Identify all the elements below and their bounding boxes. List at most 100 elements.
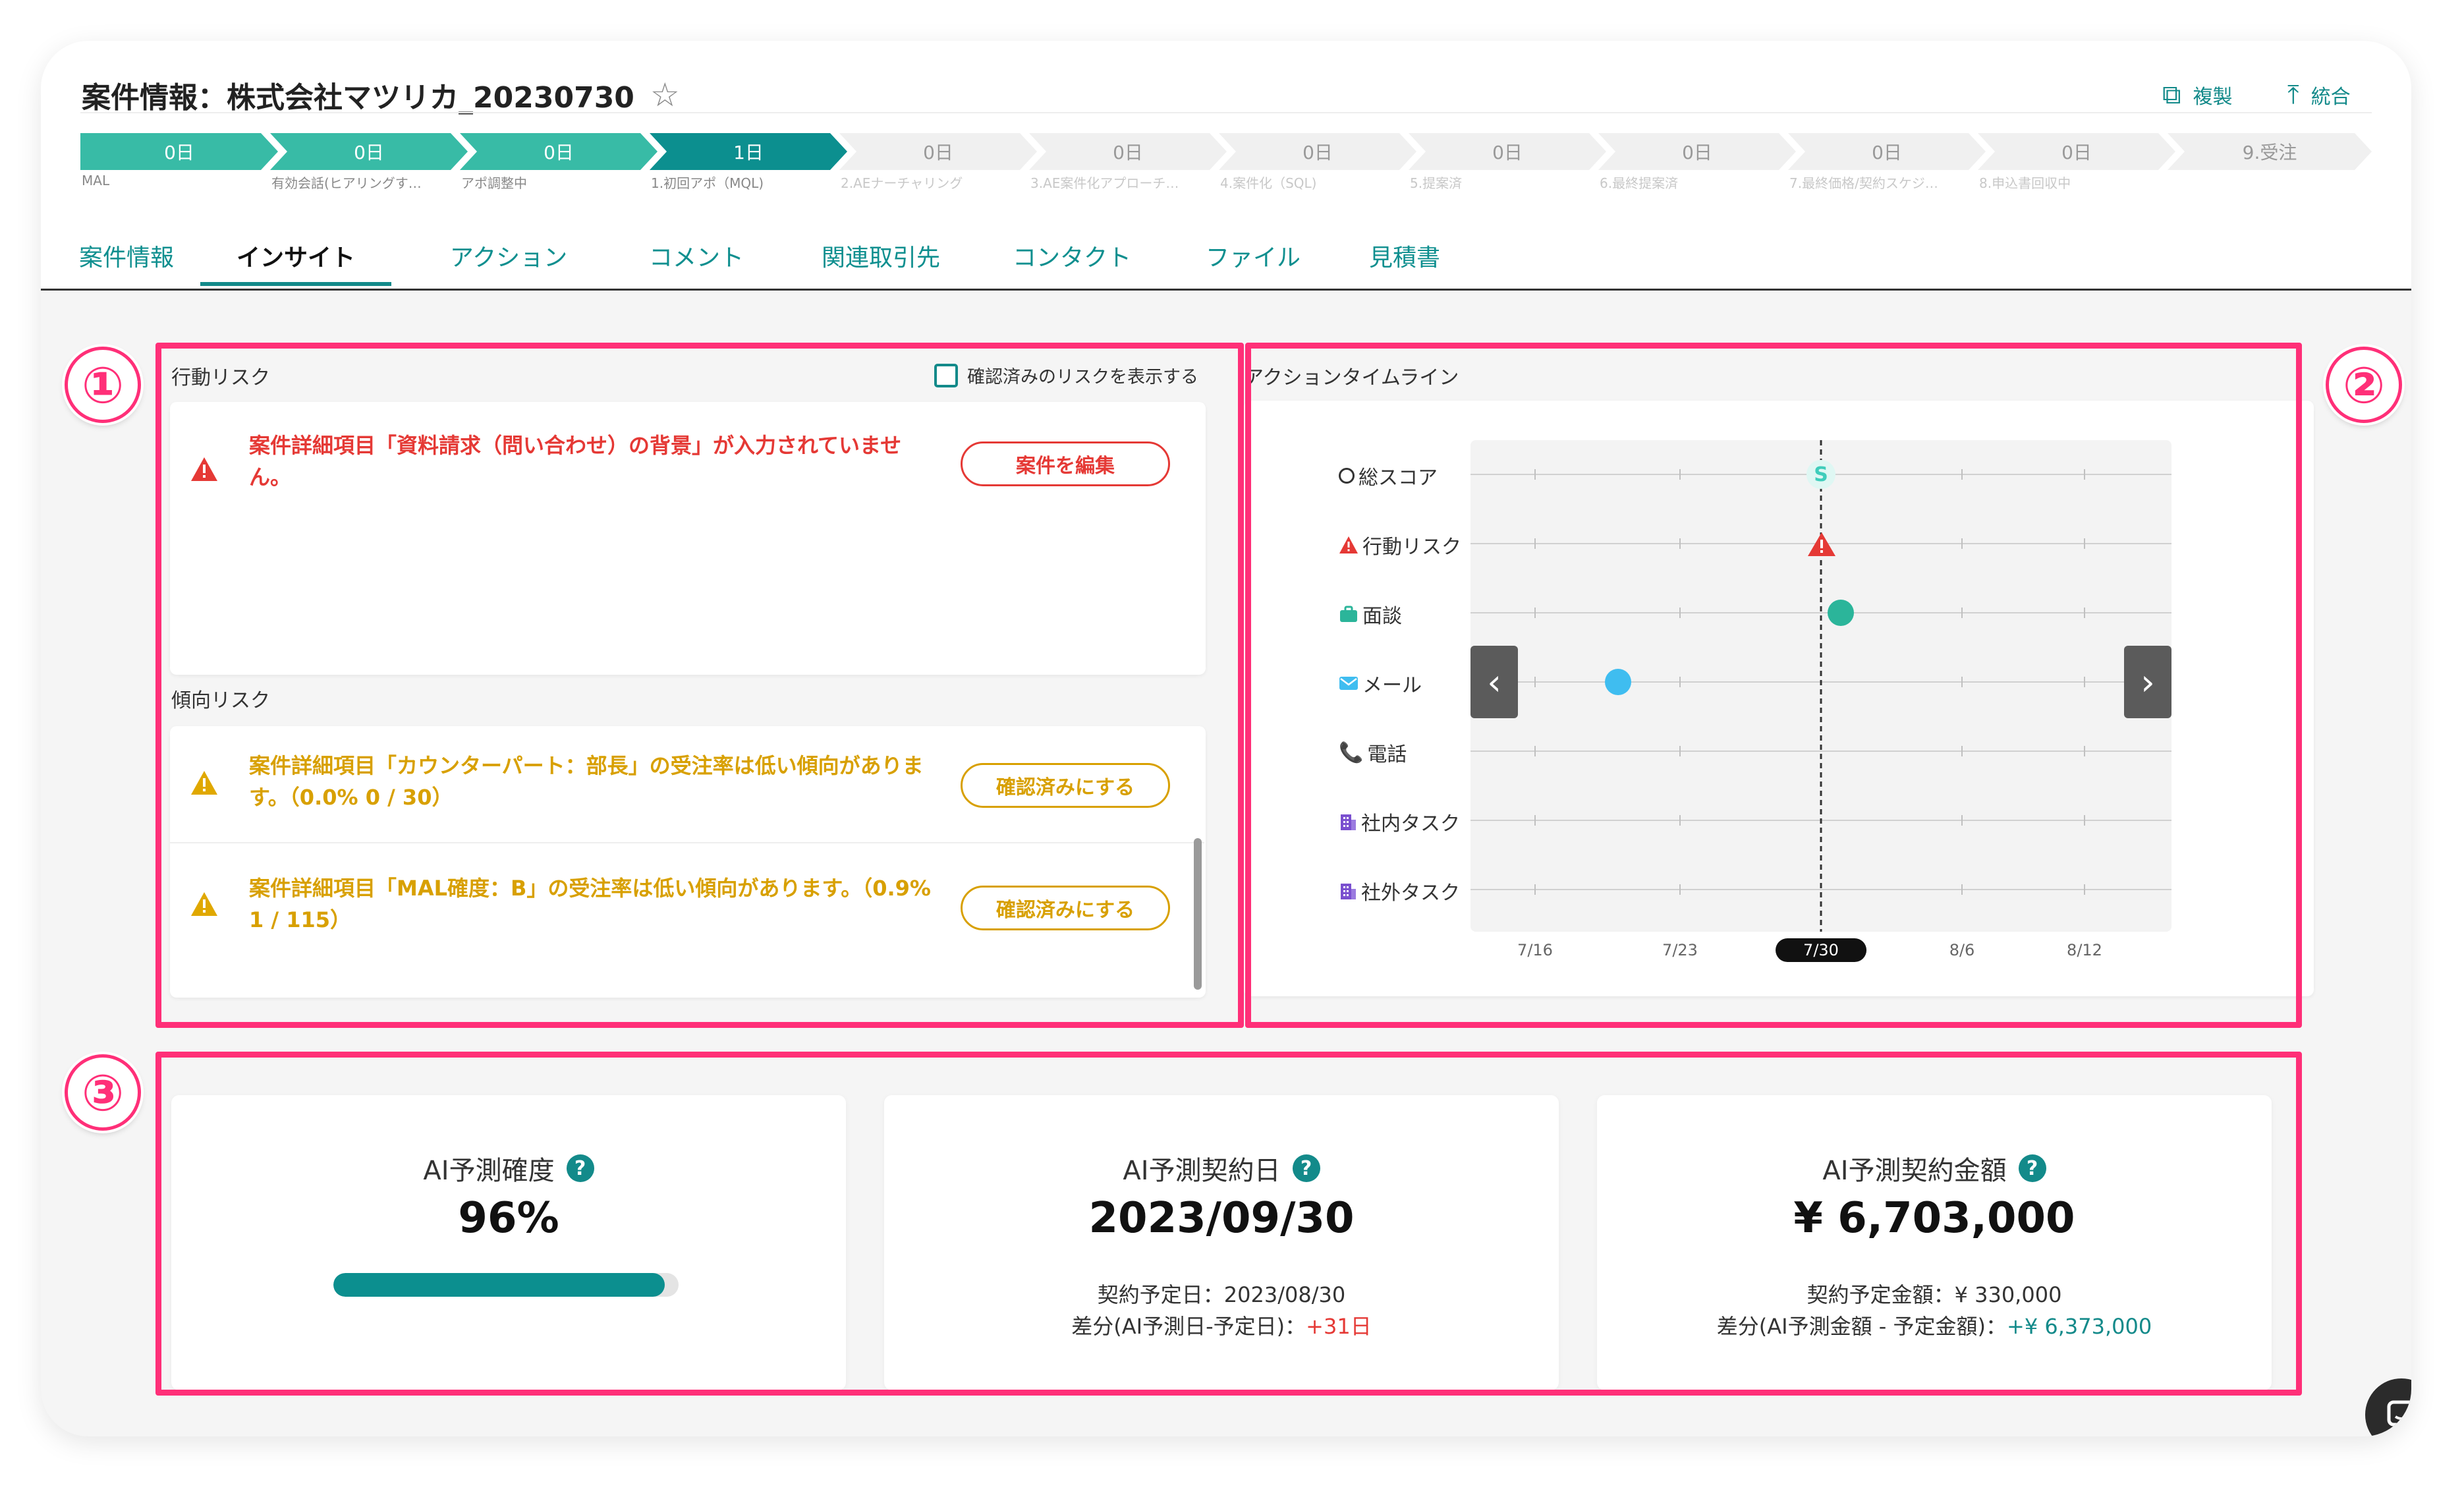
tab-insight[interactable]: インサイト bbox=[200, 225, 391, 286]
warning-icon bbox=[191, 457, 217, 481]
risk-message: 案件詳細項目「資料請求（問い合わせ）の背景」が入力されていません。 bbox=[249, 433, 902, 490]
stage-2[interactable]: 0日 bbox=[270, 133, 468, 170]
warning-icon bbox=[191, 892, 217, 916]
timeline-next-button[interactable]: › bbox=[2124, 646, 2171, 718]
stage-name: 2.AEナーチャリング bbox=[841, 175, 963, 191]
stage-8[interactable]: 0日 bbox=[1409, 133, 1606, 170]
score-marker[interactable]: S bbox=[1806, 460, 1835, 489]
stage-6[interactable]: 0日 bbox=[1029, 133, 1227, 170]
risk-message: 案件詳細項目「MAL確度：B」の受注率は低い傾向があります。（0.9% 1 / … bbox=[249, 876, 931, 932]
timeline-row-internal-task: 社内タスク bbox=[1339, 807, 1460, 836]
phone-icon: 📞 bbox=[1339, 741, 1364, 764]
metric-title: AI予測確度? bbox=[171, 1149, 846, 1187]
duplicate-button[interactable]: ⧉ 複製 bbox=[2162, 55, 2233, 134]
ai-contract-amount-card: AI予測契約金額? ¥ 6,703,000 契約予定金額：¥ 330,000 差… bbox=[1597, 1095, 2272, 1390]
help-icon[interactable]: ? bbox=[1292, 1154, 1320, 1182]
show-confirmed-checkbox[interactable] bbox=[934, 364, 958, 387]
probability-bar bbox=[333, 1273, 679, 1297]
chevron-right-icon: › bbox=[2141, 661, 2155, 703]
stage-4[interactable]: 1日 bbox=[650, 133, 847, 170]
ai-probability-card: AI予測確度? 96% bbox=[171, 1095, 846, 1390]
planned-contract-amount: 契約予定金額：¥ 330,000 bbox=[1806, 1282, 2062, 1307]
tab-file[interactable]: ファイル bbox=[1205, 244, 1301, 271]
stage-name: MAL bbox=[82, 173, 110, 188]
warning-icon bbox=[1339, 536, 1358, 553]
tab-action[interactable]: アクション bbox=[449, 244, 568, 271]
mark-confirmed-button[interactable]: 確認済みにする bbox=[961, 886, 1170, 930]
star-icon[interactable]: ☆ bbox=[650, 76, 680, 114]
trend-risk-list: 案件詳細項目「カウンターパート：部長」の受注率は低い傾向があります。（0.0% … bbox=[170, 726, 1206, 998]
stage-name: 1.初回アポ（MQL) bbox=[651, 175, 764, 191]
help-icon[interactable]: ? bbox=[566, 1154, 594, 1182]
title-divider bbox=[80, 112, 2372, 113]
page-title-text: 案件情報：株式会社マツリカ_20230730 bbox=[82, 81, 634, 115]
mail-marker[interactable] bbox=[1605, 669, 1631, 695]
stage-name: 8.申込書回収中 bbox=[1979, 175, 2071, 191]
stage-name: 6.最終提案済 bbox=[1600, 175, 1679, 191]
help-icon[interactable]: ? bbox=[2018, 1154, 2046, 1182]
timeline-date: 7/16 bbox=[1517, 941, 1553, 959]
stage-7[interactable]: 0日 bbox=[1219, 133, 1416, 170]
meeting-marker[interactable] bbox=[1828, 600, 1854, 626]
list-item: 案件詳細項目「カウンターパート：部長」の受注率は低い傾向があります。（0.0% … bbox=[170, 726, 1204, 843]
stage-12[interactable]: 9.受注 bbox=[2168, 133, 2372, 170]
metric-title: AI予測契約日? bbox=[884, 1149, 1559, 1187]
copy-icon: ⧉ bbox=[2162, 80, 2181, 110]
amount-diff-value: +¥ 6,373,000 bbox=[2007, 1314, 2152, 1339]
opportunity-card: 案件情報：株式会社マツリカ_20230730 ☆ ⧉ 複製 ⤒ 統合 0日 0日… bbox=[41, 41, 2411, 1436]
stage-name: アポ調整中 bbox=[461, 175, 527, 191]
circle-icon bbox=[1339, 468, 1355, 484]
chevron-left-icon: ‹ bbox=[1487, 661, 1501, 703]
merge-button[interactable]: ⤒ 統合 bbox=[2287, 55, 2351, 134]
merge-label: 統合 bbox=[2310, 86, 2351, 109]
stage-1[interactable]: 0日 bbox=[80, 133, 278, 170]
stage-10[interactable]: 0日 bbox=[1788, 133, 1986, 170]
tab-comment[interactable]: コメント bbox=[648, 244, 744, 271]
stage-3[interactable]: 0日 bbox=[460, 133, 658, 170]
tab-quote[interactable]: 見積書 bbox=[1368, 244, 1440, 271]
chat-button[interactable] bbox=[2365, 1378, 2411, 1436]
tab-divider bbox=[41, 289, 2411, 291]
amount-diff: 差分(AI予測金額 - 予定金額)：+¥ 6,373,000 bbox=[1716, 1314, 2152, 1339]
mark-confirmed-button[interactable]: 確認済みにする bbox=[961, 763, 1170, 808]
timeline-prev-button[interactable]: ‹ bbox=[1470, 646, 1518, 718]
edit-opportunity-button[interactable]: 案件を編集 bbox=[961, 441, 1170, 486]
tab-opportunity-info[interactable]: 案件情報 bbox=[78, 244, 174, 271]
chat-icon bbox=[2387, 1400, 2411, 1427]
building-icon bbox=[1341, 814, 1356, 830]
timeline-row-score: 総スコア bbox=[1339, 461, 1438, 490]
building-icon bbox=[1341, 884, 1356, 899]
stage-name: 5.提案済 bbox=[1410, 175, 1463, 191]
stage-9[interactable]: 0日 bbox=[1598, 133, 1796, 170]
risk-message: 案件詳細項目「カウンターパート：部長」の受注率は低い傾向があります。（0.0% … bbox=[249, 753, 924, 810]
duplicate-label: 複製 bbox=[2193, 86, 2233, 109]
stage-5[interactable]: 0日 bbox=[839, 133, 1037, 170]
timeline-date: 8/12 bbox=[2067, 941, 2102, 959]
ai-contract-amount-value: ¥ 6,703,000 bbox=[1793, 1194, 2075, 1243]
stage-name: 3.AE案件化アプローチ… bbox=[1030, 175, 1179, 191]
ai-contract-date-value: 2023/09/30 bbox=[1088, 1194, 1355, 1243]
trend-risk-label: 傾向リスク bbox=[171, 689, 270, 712]
scrollbar[interactable] bbox=[1194, 838, 1202, 990]
timeline-title: アクションタイムライン bbox=[1244, 366, 1459, 389]
ai-probability-value: 96% bbox=[458, 1194, 559, 1243]
date-diff-value: +31日 bbox=[1306, 1314, 1372, 1339]
timeline-row-risk: 行動リスク bbox=[1339, 530, 1461, 559]
show-confirmed-label: 確認済みのリスクを表示する bbox=[967, 367, 1198, 387]
highlight-box-1 bbox=[155, 343, 1244, 1028]
planned-contract-date: 契約予定日：2023/08/30 bbox=[1097, 1282, 1346, 1307]
list-item: 案件詳細項目「MAL確度：B」の受注率は低い傾向があります。（0.9% 1 / … bbox=[170, 843, 1204, 969]
stage-11[interactable]: 0日 bbox=[1978, 133, 2175, 170]
tab-contact[interactable]: コンタクト bbox=[1012, 244, 1131, 271]
tab-bar: 案件情報 インサイト アクション コメント 関連取引先 コンタクト ファイル 見… bbox=[41, 225, 2411, 289]
timeline-row-external-task: 社外タスク bbox=[1339, 876, 1460, 905]
page-title: 案件情報：株式会社マツリカ_20230730 ☆ bbox=[82, 55, 680, 134]
behavior-risk-label: 行動リスク bbox=[171, 366, 270, 389]
warning-icon bbox=[191, 771, 217, 795]
timeline-date: 7/23 bbox=[1662, 941, 1698, 959]
date-diff: 差分(AI予測日-予定日)：+31日 bbox=[1071, 1314, 1372, 1339]
risk-marker[interactable] bbox=[1806, 531, 1837, 557]
timeline-row-phone: 📞 電話 bbox=[1339, 741, 1407, 767]
behavior-risk-list: 案件詳細項目「資料請求（問い合わせ）の背景」が入力されていません。 案件を編集 bbox=[170, 402, 1206, 675]
tab-related-accounts[interactable]: 関連取引先 bbox=[821, 244, 940, 271]
